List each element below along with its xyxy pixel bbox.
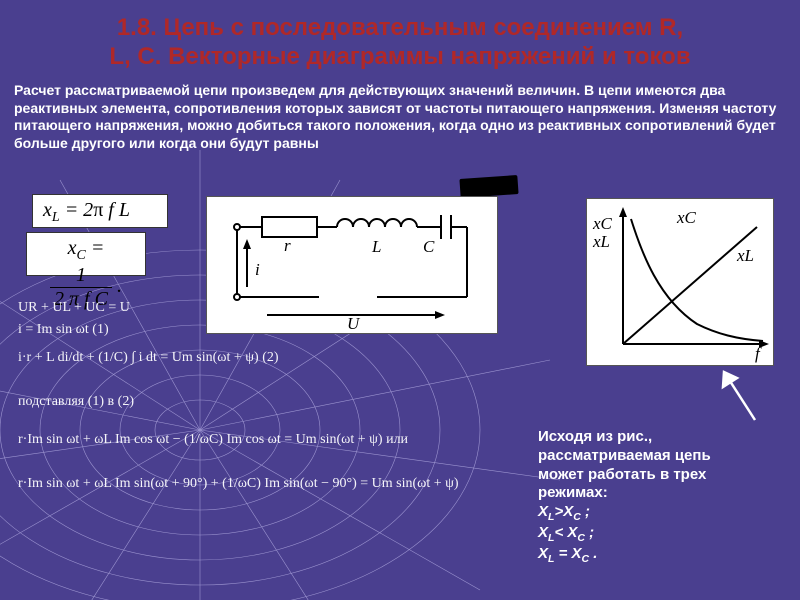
eq-5: r·Im sin ωt + ωL Im cos ωt − (1/ωC) Im c… [18, 432, 408, 448]
eq-6: r·Im sin ωt + ωL Im sin(ωt + 90°) + (1/ω… [18, 476, 459, 492]
graph-ylabel-xc: xC [592, 214, 613, 233]
note-l1: Исходя из рис., [538, 428, 652, 445]
reactance-graph: xC xL xC xL f [586, 198, 774, 366]
note-l2: рассматриваемая цепь [538, 447, 711, 464]
circuit-label-i: i [255, 260, 260, 279]
circuit-label-r: r [284, 236, 291, 255]
circuit-label-C: C [423, 237, 435, 256]
graph-curve-xc: xC [676, 208, 697, 227]
graph-ylabel-xl: xL [592, 232, 610, 251]
formula-xc: xC = 1 2 π f C . [26, 232, 146, 276]
formula-xl: xL = 2π f L [32, 194, 168, 228]
eq-4: подставляя (1) в (2) [18, 394, 134, 410]
formula-xc-num: 1 [50, 264, 112, 288]
circuit-diagram: r L C i U [206, 196, 498, 334]
svg-text:xC: xC [676, 208, 697, 227]
dark-shape [459, 175, 518, 198]
title-line-1: 1.8. Цепь с последовательным соединением… [117, 14, 683, 41]
svg-text:xL: xL [736, 246, 754, 265]
eq-2: i = Im sin ωt (1) [18, 322, 109, 338]
circuit-label-L: L [371, 237, 381, 256]
note-block: Исходя из рис., рассматриваемая цепь мож… [538, 428, 788, 566]
svg-text:xL: xL [592, 232, 610, 251]
svg-text:xC: xC [592, 214, 613, 233]
note-l4: режимах: [538, 484, 608, 501]
graph-curve-xl: xL [736, 246, 754, 265]
formula-xc-lhs: xC = [68, 237, 105, 259]
callout-arrow-icon [720, 370, 780, 430]
title-line-2: L, C. Векторные диаграммы напряжений и т… [109, 43, 690, 70]
slide-title: 1.8. Цепь с последовательным соединением… [40, 14, 760, 72]
eq-3: i·r + L di/dt + (1/C) ∫ i dt = Um sin(ωt… [18, 350, 279, 366]
eq-1: UR + UL + UC = U [18, 300, 130, 316]
note-l3: может работать в трех [538, 466, 706, 483]
circuit-label-U: U [347, 314, 361, 333]
body-paragraph: Расчет рассматриваемой цепи произведем д… [14, 82, 786, 152]
